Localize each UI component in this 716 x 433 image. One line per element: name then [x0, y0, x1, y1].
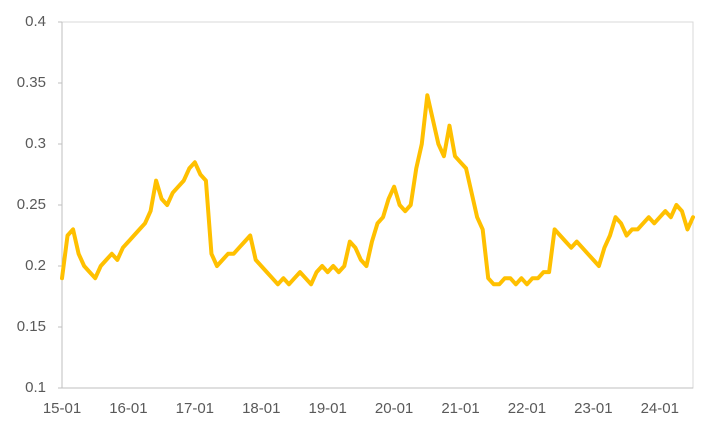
x-tick-label: 16-01 — [109, 400, 147, 417]
y-tick-label: 0.1 — [25, 379, 46, 396]
x-tick-label: 18-01 — [242, 400, 280, 417]
y-tick-label: 0.2 — [25, 257, 46, 274]
x-tick-label: 15-01 — [43, 400, 81, 417]
x-tick-label: 24-01 — [641, 400, 679, 417]
y-tick-label: 0.3 — [25, 135, 46, 152]
x-tick-label: 19-01 — [308, 400, 346, 417]
plot-frame — [61, 21, 694, 389]
y-tick-label: 0.4 — [25, 13, 46, 30]
x-tick-label: 20-01 — [375, 400, 413, 417]
data-line — [60, 93, 695, 287]
x-tick-label: 17-01 — [176, 400, 214, 417]
y-tick-label: 0.35 — [17, 74, 46, 91]
y-tick-label: 0.15 — [17, 318, 46, 335]
x-tick-label: 22-01 — [508, 400, 546, 417]
x-tick-label: 23-01 — [574, 400, 612, 417]
x-tick-label: 21-01 — [441, 400, 479, 417]
y-tick-label: 0.25 — [17, 196, 46, 213]
